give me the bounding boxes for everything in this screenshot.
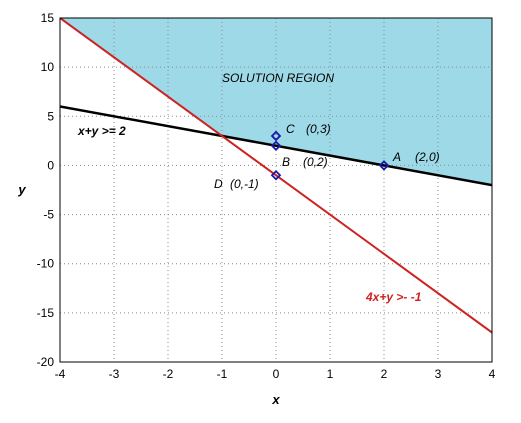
grid [60,18,492,362]
series-line-red [60,18,492,334]
point-label-b: B [282,155,290,169]
series-label-red-line: 4x+y >- -1 [365,290,422,304]
series-label-black-line: x+y >= 2 [77,124,126,138]
x-tick-label: -1 [217,367,228,381]
y-tick-label: 5 [47,109,54,123]
region-label: SOLUTION REGION [222,71,334,85]
x-tick-label: 2 [381,367,388,381]
x-axis-label: x [271,392,280,407]
y-tick-label: -5 [43,208,54,222]
series-layer [60,18,492,334]
point-coord-b: (0,2) [303,155,328,169]
point-coord-a: (2,0) [415,150,440,164]
x-tick-label: -3 [109,367,120,381]
x-tick-label: -4 [55,367,66,381]
point-marker-a [378,160,390,171]
y-tick-label: 10 [41,60,55,74]
y-tick-label: 15 [41,11,55,25]
y-tick-label: 0 [47,158,54,172]
point-marker-b [270,140,282,152]
point-marker-c [270,130,282,142]
points-layer [270,130,390,181]
point-coord-d: (0,-1) [230,177,259,191]
point-label-d: D [214,177,223,191]
x-tick-label: 1 [327,367,334,381]
y-tick-label: -15 [37,306,55,320]
x-tick-label: 0 [273,367,280,381]
solution-region [60,18,492,186]
x-tick-label: 3 [435,367,442,381]
y-tick-label: -20 [37,355,55,369]
point-label-c: C [286,122,295,136]
plot-frame [59,17,493,363]
point-coord-c: (0,3) [306,122,331,136]
y-tick-label: -10 [37,257,55,271]
y-axis-label: y [17,182,26,197]
point-marker-d [270,169,282,181]
point-label-a: A [392,150,401,164]
x-tick-label: 4 [489,367,496,381]
series-line-black [60,105,492,187]
x-tick-label: -2 [163,367,174,381]
